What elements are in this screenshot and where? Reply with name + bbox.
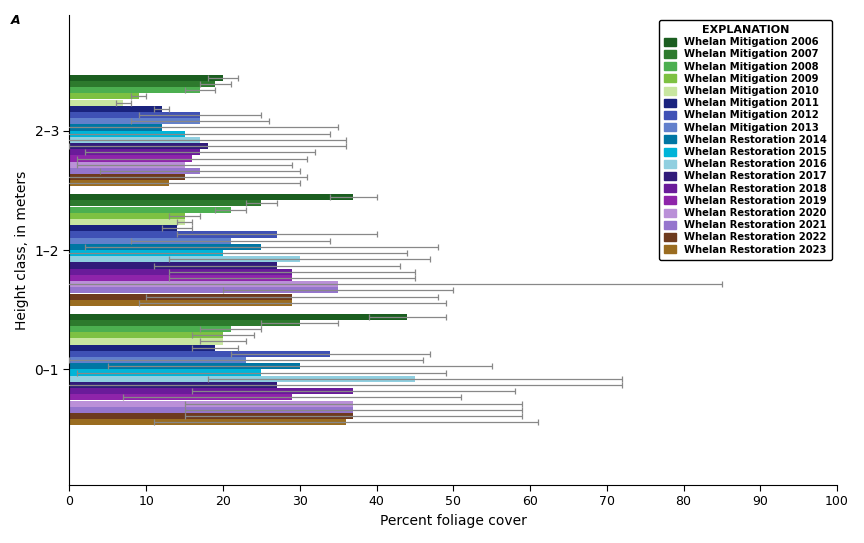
Bar	[69, 407, 353, 413]
Bar	[69, 394, 292, 400]
Bar	[69, 363, 300, 369]
Bar	[69, 300, 292, 306]
Bar	[69, 326, 231, 332]
Bar	[69, 314, 407, 320]
Bar	[69, 269, 292, 275]
Bar	[69, 206, 231, 213]
Bar	[69, 244, 262, 250]
Bar	[69, 118, 200, 124]
Bar	[69, 99, 124, 106]
Bar	[69, 351, 330, 357]
Bar	[69, 262, 276, 269]
Bar	[69, 275, 292, 281]
Bar	[69, 131, 185, 137]
Bar	[69, 401, 353, 407]
Bar	[69, 174, 185, 180]
Bar	[69, 75, 223, 81]
Bar	[69, 200, 262, 206]
Legend: Whelan Mitigation 2006, Whelan Mitigation 2007, Whelan Mitigation 2008, Whelan M: Whelan Mitigation 2006, Whelan Mitigatio…	[659, 20, 832, 260]
Bar	[69, 345, 215, 351]
Bar	[69, 155, 193, 162]
Bar	[69, 376, 415, 382]
Y-axis label: Height class, in meters: Height class, in meters	[15, 171, 29, 330]
Bar	[69, 124, 162, 130]
Bar	[69, 180, 169, 186]
Bar	[69, 93, 138, 99]
Bar	[69, 219, 185, 225]
Bar	[69, 112, 200, 118]
Bar	[69, 256, 300, 262]
Bar	[69, 106, 162, 112]
Bar	[69, 382, 276, 388]
Bar	[69, 149, 200, 155]
Bar	[69, 238, 231, 244]
Bar	[69, 357, 246, 363]
Bar	[69, 194, 353, 200]
Bar	[69, 143, 207, 149]
Bar	[69, 332, 223, 338]
Bar	[69, 162, 185, 168]
Bar	[69, 168, 200, 174]
Bar	[69, 81, 215, 87]
X-axis label: Percent foliage cover: Percent foliage cover	[380, 514, 527, 528]
Bar	[69, 419, 346, 425]
Bar	[69, 369, 262, 376]
Bar	[69, 294, 292, 300]
Bar	[69, 213, 185, 219]
Bar	[69, 287, 338, 293]
Bar	[69, 413, 353, 419]
Bar	[69, 225, 177, 231]
Bar	[69, 281, 338, 287]
Bar	[69, 250, 223, 256]
Bar	[69, 231, 276, 237]
Bar	[69, 338, 223, 344]
Bar	[69, 137, 200, 143]
Bar	[69, 87, 200, 93]
Bar	[69, 320, 300, 326]
Bar	[69, 388, 353, 394]
Text: A: A	[10, 14, 20, 27]
